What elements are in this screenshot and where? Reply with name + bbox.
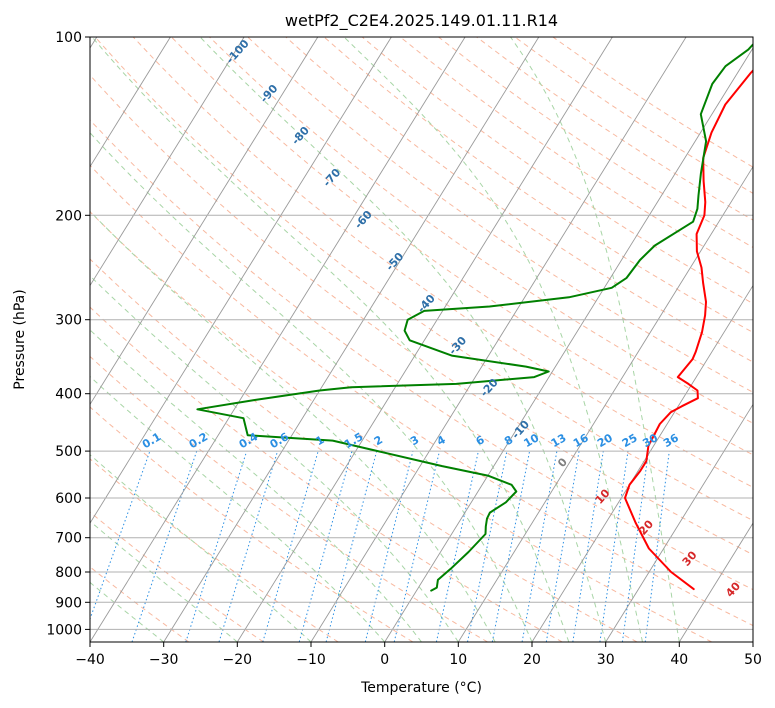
- mixing-ratio-line: [644, 451, 670, 642]
- dry-adiabat-line: [90, 458, 339, 642]
- x-tick-label: −30: [149, 652, 179, 668]
- x-tick-label: −20: [223, 652, 253, 668]
- y-axis-label: Pressure (hPa): [12, 289, 28, 389]
- y-tick-label: 600: [55, 491, 82, 507]
- moist-adiabat-line: [90, 375, 386, 642]
- dry-adiabat-line: [90, 306, 563, 642]
- plot-frame: [89, 36, 754, 643]
- mixing-ratio-line: [298, 450, 353, 642]
- y-tick-label: 800: [55, 565, 82, 581]
- moist-adiabat-line: [90, 329, 422, 642]
- isotherm-line: [531, 284, 753, 642]
- mixing-ratio-lines: [90, 450, 670, 642]
- y-tick-label: 100: [55, 30, 82, 46]
- x-tick-label: 10: [449, 652, 467, 668]
- plot-area: -100-90-80-70-60-50-40-30-20-10010203040…: [90, 37, 753, 642]
- isotherm-line: [605, 403, 753, 642]
- mixing-ratio-line: [218, 450, 279, 642]
- mixing-ratio-line: [185, 450, 248, 642]
- isotherm-line: [163, 37, 540, 642]
- x-tick-label: −40: [75, 652, 105, 668]
- y-tick-label: 500: [55, 444, 82, 460]
- x-axis-ticks: −40 −30 −20 −10 0 10 20 30 40 50: [75, 642, 762, 668]
- mixing-ratio-line: [262, 450, 319, 642]
- isobar-grid: [90, 37, 753, 630]
- dry-adiabat-line: [90, 119, 753, 591]
- mixing-ratio-line: [90, 450, 151, 621]
- moist-adiabat-line: [90, 210, 496, 642]
- isotherm-line: [678, 522, 753, 642]
- isotherm-grid: [90, 37, 753, 642]
- profile-lines: [196, 42, 753, 592]
- isotherm-line: [457, 165, 753, 642]
- dry-adiabat-line: [94, 37, 753, 522]
- moist-adiabat-line: [90, 520, 238, 642]
- mixing-ratio-line: [621, 451, 649, 642]
- temperature-profile-line: [624, 69, 753, 591]
- moist-adiabat-line: [91, 37, 570, 642]
- x-axis-label: Temperature (°C): [360, 680, 482, 696]
- dry-adiabat-line: [90, 164, 753, 627]
- moist-adiabat-line: [199, 37, 607, 642]
- mixing-ratio-line: [599, 451, 629, 642]
- moist-adiabat-line: [510, 37, 680, 642]
- mixing-ratio-line: [131, 450, 198, 642]
- y-tick-label: 200: [55, 208, 82, 224]
- y-tick-label: 1000: [46, 622, 82, 638]
- dry-adiabat-line: [90, 511, 264, 642]
- dry-adiabat-line: [90, 211, 712, 642]
- dry-adiabat-line: [171, 37, 753, 456]
- isotherm-line: [90, 37, 171, 168]
- x-tick-label: 0: [380, 652, 389, 668]
- x-tick-label: −10: [296, 652, 326, 668]
- y-axis-ticks: 100 200 300 400 500 600 700 800 900 1000: [46, 30, 90, 638]
- mixing-ratio-line: [364, 450, 414, 642]
- moist-adiabat-line: [90, 581, 164, 642]
- x-tick-label: 30: [597, 652, 615, 668]
- dry-adiabat-line: [247, 37, 753, 393]
- isotherm-line: [90, 37, 466, 642]
- chart-title: wetPf2_C2E4.2025.149.01.11.R14: [285, 11, 558, 31]
- dry-adiabat-line: [323, 37, 753, 334]
- mixing-ratio-line: [467, 450, 508, 642]
- mixing-ratio-line: [572, 451, 604, 642]
- dewpoint-profile-line: [196, 42, 753, 592]
- isotherm-line: [90, 37, 245, 287]
- mixing-ratio-line: [325, 450, 378, 642]
- y-tick-label: 700: [55, 531, 82, 547]
- y-tick-label: 400: [55, 387, 82, 403]
- mixing-ratio-line: [435, 450, 479, 642]
- dry-adiabat-line: [90, 355, 488, 642]
- y-tick-label: 300: [55, 313, 82, 329]
- mixing-ratio-line: [491, 451, 531, 642]
- moist-adiabat-line: [90, 275, 459, 642]
- isotherm-line: [90, 37, 392, 524]
- x-tick-label: 20: [523, 652, 541, 668]
- x-tick-label: 50: [744, 652, 762, 668]
- mixing-ratio-line: [521, 451, 558, 642]
- isotherm-line: [236, 37, 613, 642]
- x-tick-label: 40: [670, 652, 688, 668]
- isotherm-line: [310, 37, 687, 642]
- mixing-ratio-line: [393, 450, 440, 642]
- isotherm-line: [384, 47, 753, 642]
- isotherm-line: [90, 37, 319, 406]
- y-tick-label: 900: [55, 595, 82, 611]
- moist-adiabat-line: [90, 132, 533, 642]
